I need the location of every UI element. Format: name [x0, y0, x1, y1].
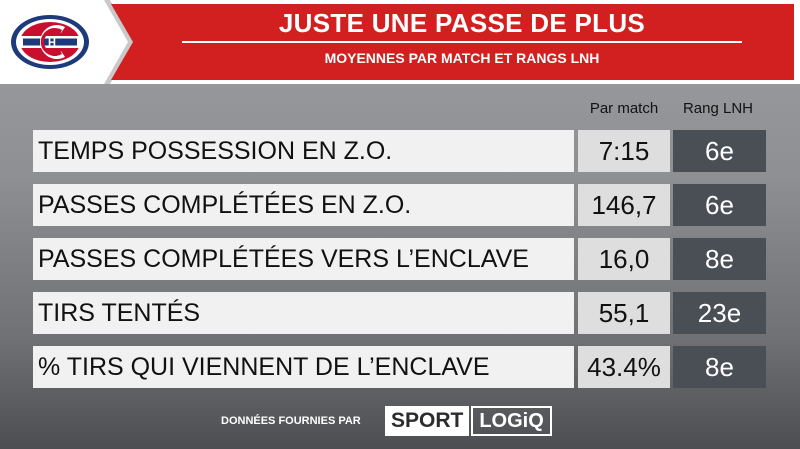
title-divider: [182, 41, 742, 43]
stat-row: % TIRS QUI VIENNENT DE L’ENCLAVE 43.4% 8…: [33, 346, 766, 388]
stat-value: 16,0: [578, 238, 670, 280]
page-subtitle: MOYENNES PAR MATCH ET RANGS LNH: [324, 50, 600, 66]
stat-row: PASSES COMPLÉTÉES VERS L’ENCLAVE 16,0 8e: [33, 238, 766, 280]
canadiens-logo-icon: H: [11, 15, 89, 69]
stat-value: 7:15: [578, 130, 670, 172]
stat-value: 146,7: [578, 184, 670, 226]
stat-label: TEMPS POSSESSION EN Z.O.: [33, 130, 574, 172]
stat-row: TIRS TENTÉS 55,1 23e: [33, 292, 766, 334]
stat-row: PASSES COMPLÉTÉES EN Z.O. 146,7 6e: [33, 184, 766, 226]
stat-value: 55,1: [578, 292, 670, 334]
page-title: JUSTE UNE PASSE DE PLUS: [278, 8, 646, 38]
stat-rank: 6e: [673, 130, 766, 172]
svg-text:H: H: [48, 37, 56, 49]
column-header-rank: Rang LNH: [682, 100, 754, 117]
sportlogiq-logo: SPORT LOGiQ: [385, 406, 552, 436]
stat-row: TEMPS POSSESSION EN Z.O. 7:15 6e: [33, 130, 766, 172]
stat-value: 43.4%: [578, 346, 670, 388]
stat-label: PASSES COMPLÉTÉES EN Z.O.: [33, 184, 574, 226]
source-credit: DONNÉES FOURNIES PAR: [221, 415, 361, 427]
stat-rank: 23e: [673, 292, 766, 334]
team-logo: H: [0, 0, 104, 84]
brand-sport-text: SPORT: [385, 406, 470, 436]
brand-logiq-text: LOGiQ: [471, 406, 552, 436]
stat-rank: 6e: [673, 184, 766, 226]
stat-rank: 8e: [673, 238, 766, 280]
stat-label: % TIRS QUI VIENNENT DE L’ENCLAVE: [33, 346, 574, 388]
column-header-per-game: Par match: [589, 100, 659, 117]
header-banner: H JUSTE UNE PASSE DE PLUS MOYENNES PAR M…: [0, 0, 800, 84]
stat-label: PASSES COMPLÉTÉES VERS L’ENCLAVE: [33, 238, 574, 280]
stat-rank: 8e: [673, 346, 766, 388]
stat-label: TIRS TENTÉS: [33, 292, 574, 334]
